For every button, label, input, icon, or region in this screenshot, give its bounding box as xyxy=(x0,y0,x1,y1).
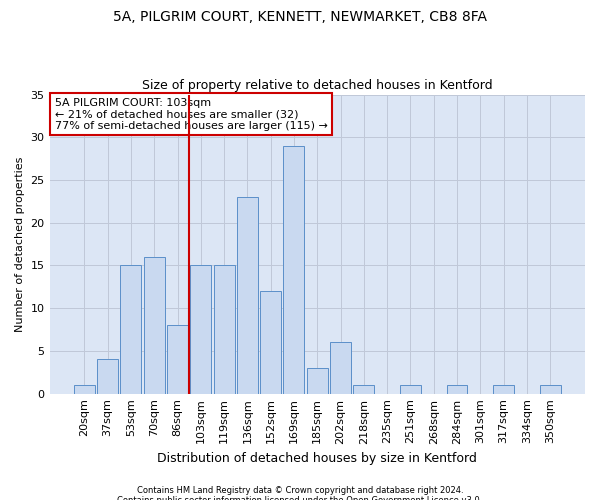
Text: Contains public sector information licensed under the Open Government Licence v3: Contains public sector information licen… xyxy=(118,496,482,500)
Y-axis label: Number of detached properties: Number of detached properties xyxy=(15,156,25,332)
Bar xyxy=(97,360,118,394)
Bar xyxy=(539,385,560,394)
Bar xyxy=(307,368,328,394)
Bar xyxy=(493,385,514,394)
Bar xyxy=(167,326,188,394)
Bar xyxy=(446,385,467,394)
Bar xyxy=(74,385,95,394)
Bar xyxy=(121,266,142,394)
Bar xyxy=(190,266,211,394)
Bar xyxy=(260,291,281,394)
Text: 5A PILGRIM COURT: 103sqm
← 21% of detached houses are smaller (32)
77% of semi-d: 5A PILGRIM COURT: 103sqm ← 21% of detach… xyxy=(55,98,328,130)
Text: 5A, PILGRIM COURT, KENNETT, NEWMARKET, CB8 8FA: 5A, PILGRIM COURT, KENNETT, NEWMARKET, C… xyxy=(113,10,487,24)
Bar xyxy=(144,257,165,394)
Bar xyxy=(214,266,235,394)
Text: Contains HM Land Registry data © Crown copyright and database right 2024.: Contains HM Land Registry data © Crown c… xyxy=(137,486,463,495)
Bar xyxy=(353,385,374,394)
Bar xyxy=(330,342,351,394)
Title: Size of property relative to detached houses in Kentford: Size of property relative to detached ho… xyxy=(142,79,493,92)
Bar xyxy=(283,146,304,394)
Bar xyxy=(237,197,258,394)
Bar xyxy=(400,385,421,394)
X-axis label: Distribution of detached houses by size in Kentford: Distribution of detached houses by size … xyxy=(157,452,477,465)
